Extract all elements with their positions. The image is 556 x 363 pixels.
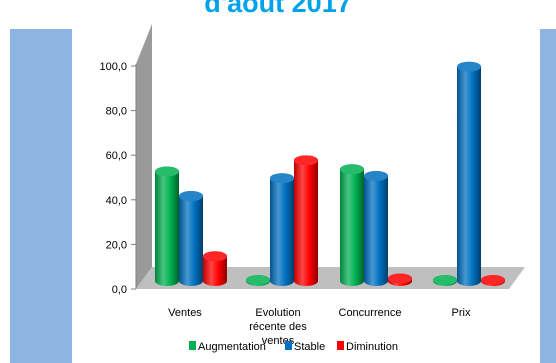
bar-augmentation-1: [155, 166, 179, 286]
y-tick-label: 20,0: [106, 239, 127, 251]
y-tick-label: 100,0: [99, 61, 127, 73]
bar-augmentation-2: [246, 275, 270, 286]
legend-label-stable: Stable: [294, 341, 325, 353]
bar-stable-1: [179, 191, 203, 286]
title-area: d'août 2017: [0, 0, 556, 26]
bar-stable-2: [270, 173, 294, 286]
bar-augmentation-4: [433, 275, 457, 286]
y-tick-label: 40,0: [106, 195, 127, 207]
bar-diminution-3: [388, 273, 412, 286]
y-tick-label: 60,0: [106, 150, 127, 162]
legend-swatch-augmentation: [189, 341, 196, 350]
y-tick-label: 80,0: [106, 106, 127, 118]
chart-floor: [136, 267, 525, 289]
legend-swatch-diminution: [337, 341, 344, 350]
chart-title: d'août 2017: [204, 0, 352, 18]
bar-stable-4: [457, 61, 481, 286]
bar-diminution-2: [294, 155, 318, 286]
x-tick-label: Prix: [452, 307, 471, 319]
legend-label-augmentation: Augmentation: [198, 341, 266, 353]
x-tick-label: Ventes: [168, 307, 202, 319]
legend-label-diminution: Diminution: [346, 341, 398, 353]
bar-diminution-1: [203, 251, 227, 286]
bar-diminution-4: [481, 275, 505, 286]
y-tick-label: 0,0: [112, 284, 127, 296]
bar-stable-3: [364, 170, 389, 286]
bar-augmentation-3: [340, 164, 364, 286]
legend-swatch-stable: [285, 341, 292, 350]
x-tick-label: Concurrence: [339, 307, 402, 319]
chart-wall: [136, 24, 152, 289]
